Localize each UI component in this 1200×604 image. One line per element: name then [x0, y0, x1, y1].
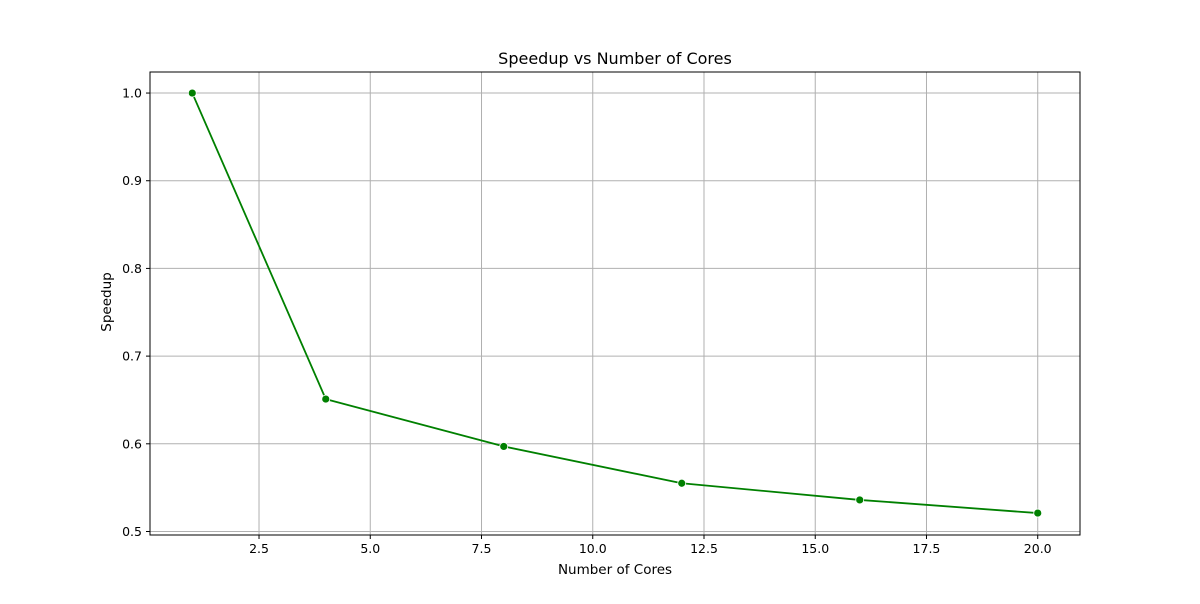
x-tick-label: 10.0 — [579, 541, 607, 556]
data-point-marker — [321, 394, 331, 404]
x-tick-label: 5.0 — [360, 541, 380, 556]
y-tick-label: 0.8 — [122, 261, 142, 276]
y-tick-label: 0.5 — [122, 524, 142, 539]
data-point-marker — [499, 442, 509, 451]
x-tick-label: 12.5 — [690, 541, 718, 556]
y-axis-label: Speedup — [99, 272, 115, 331]
x-tick-label: 2.5 — [249, 541, 269, 556]
data-point-marker — [677, 478, 687, 488]
grid-lines — [150, 72, 1080, 535]
chart-title: Speedup vs Number of Cores — [498, 49, 732, 68]
x-tick-label: 7.5 — [472, 541, 492, 556]
plot-area-frame — [149, 71, 1081, 536]
axis-ticks: 2.5 5.0 7.5 10.0 12.5 15.0 17.5 20.0 0.5 0.6 0.7 0.… — [122, 86, 1052, 556]
y-tick-label: 0.9 — [122, 173, 142, 188]
x-tick-label: 20.0 — [1024, 541, 1052, 556]
data-series — [187, 88, 1043, 518]
data-point-marker — [187, 88, 197, 98]
y-tick-label: 0.7 — [122, 349, 142, 364]
x-tick-label: 17.5 — [913, 541, 941, 556]
x-tick-label: 15.0 — [801, 541, 829, 556]
y-tick-label: 0.6 — [122, 436, 142, 451]
x-axis-label: Number of Cores — [558, 562, 672, 578]
speedup-series-line — [191, 92, 1038, 514]
data-point-marker — [1033, 508, 1043, 518]
data-point-marker — [855, 495, 865, 505]
y-tick-label: 1.0 — [122, 86, 142, 101]
